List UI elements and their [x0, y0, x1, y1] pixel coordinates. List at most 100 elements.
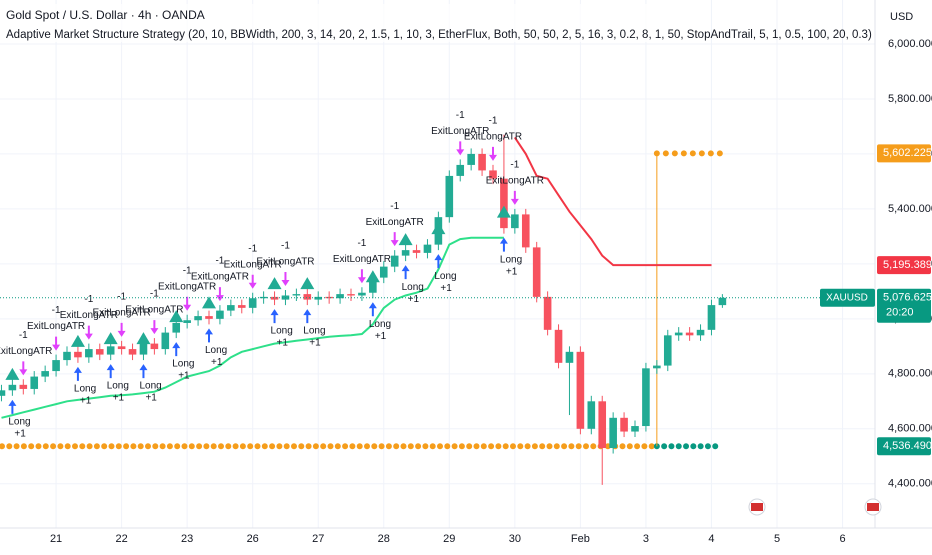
entry-result: +1	[375, 331, 387, 342]
candle-body	[227, 305, 235, 311]
entry-marker	[202, 296, 216, 309]
exit-result: -1	[281, 241, 290, 252]
exit-arrow	[150, 320, 159, 335]
candle-body	[139, 343, 148, 355]
exit-result: -1	[248, 243, 257, 254]
exit-label: ExitLongATR	[125, 305, 183, 316]
event-icons	[748, 498, 882, 516]
entry-result: +1	[506, 266, 518, 277]
candle-body	[685, 332, 694, 336]
exit-label: ExitLongATR	[0, 346, 52, 357]
exit-arrow	[19, 361, 28, 376]
y-tick-label: 4,800.000	[888, 368, 932, 380]
candle-body	[598, 401, 607, 449]
exit-label: ExitLongATR	[256, 257, 314, 268]
entry-label: Long	[369, 319, 391, 330]
y-tick-label: 4,400.000	[888, 478, 932, 490]
entry-label: Long	[271, 326, 293, 337]
candle-body	[674, 332, 683, 336]
entry-marker	[496, 205, 511, 218]
exit-arrow	[248, 274, 257, 289]
y-tick-label: 5,400.000	[888, 203, 932, 215]
entry-label: Long	[74, 383, 96, 394]
candle-body	[521, 214, 530, 248]
exit-arrow	[117, 322, 126, 337]
candle-body	[631, 426, 639, 432]
candle-body	[445, 175, 454, 218]
entry-arrow	[73, 366, 82, 381]
entry-result: +1	[309, 338, 321, 349]
entry-label: Long	[500, 254, 522, 265]
last-price-tag	[877, 288, 931, 323]
entry-arrow	[106, 364, 115, 379]
legend-backdrop	[0, 4, 700, 42]
grid	[0, 0, 875, 528]
currency: USD	[890, 11, 913, 23]
candle-body	[259, 296, 268, 299]
entry-result: +1	[80, 395, 92, 406]
entry-label: Long	[107, 381, 129, 392]
candle-body	[336, 294, 344, 299]
price-tag-label: 4,536.490	[883, 440, 932, 452]
x-tick-label: 30	[509, 533, 521, 545]
exit-arrow	[357, 269, 366, 284]
candle-body	[412, 250, 421, 253]
candle-body	[467, 153, 475, 165]
x-tick-label: 21	[50, 533, 62, 545]
entry-result: +1	[14, 428, 26, 439]
entry-arrow	[401, 265, 410, 280]
entry-result: +1	[408, 294, 420, 305]
candle-body	[128, 349, 137, 355]
exit-arrow	[183, 296, 192, 311]
candle-body	[390, 255, 399, 267]
candle-body	[620, 417, 628, 432]
candle-body	[161, 332, 170, 350]
x-tick-label: Feb	[571, 533, 590, 545]
candle-body	[532, 247, 541, 297]
exit-label: ExitLongATR	[431, 126, 489, 137]
entry-label: Long	[303, 326, 325, 337]
candle-body	[489, 170, 497, 179]
candle-body	[347, 294, 355, 296]
exit-arrow	[84, 325, 93, 340]
candle-body	[85, 349, 93, 358]
price-tag	[877, 437, 931, 456]
last-price-label: 5,076.625	[883, 292, 932, 304]
indicator-title: Adaptive Market Structure Strategy (20, …	[6, 29, 872, 41]
exit-result: -1	[117, 291, 126, 302]
candle-body	[718, 297, 727, 306]
candle-body	[500, 178, 508, 229]
symbol-tag	[820, 288, 875, 307]
price-tag-label: 5,602.225	[883, 147, 932, 159]
exit-result: -1	[215, 256, 224, 267]
candle-body	[456, 164, 465, 176]
candle-body	[358, 292, 366, 296]
trail-line	[513, 136, 712, 267]
entry-marker	[398, 233, 413, 246]
entry-label: Long	[172, 359, 194, 370]
exit-result: -1	[489, 116, 498, 127]
x-tick-label: 22	[115, 533, 127, 545]
exit-arrow	[489, 146, 497, 161]
entry-arrow	[270, 309, 279, 324]
exit-arrow	[215, 287, 224, 302]
exit-result: -1	[52, 305, 61, 316]
entry-result: +1	[113, 393, 125, 404]
axes: 4,400.0004,600.0004,800.0005,000.0005,20…	[50, 38, 932, 545]
exit-label: ExitLongATR	[191, 272, 249, 283]
candle-body	[205, 316, 213, 319]
candle-body	[270, 296, 279, 300]
candle-body	[237, 305, 246, 308]
exit-result: -1	[19, 330, 28, 341]
x-tick-label: 4	[708, 533, 714, 545]
exit-result: -1	[456, 110, 465, 121]
entry-marker	[300, 277, 315, 290]
candle-body	[379, 266, 388, 278]
candle-body	[194, 316, 202, 321]
candle-body	[642, 368, 650, 427]
exit-arrow	[281, 271, 290, 286]
exit-label: ExitLongATR	[93, 307, 151, 318]
candle-body	[303, 294, 312, 300]
symbol-tag-label: XAUUSD	[826, 292, 868, 303]
